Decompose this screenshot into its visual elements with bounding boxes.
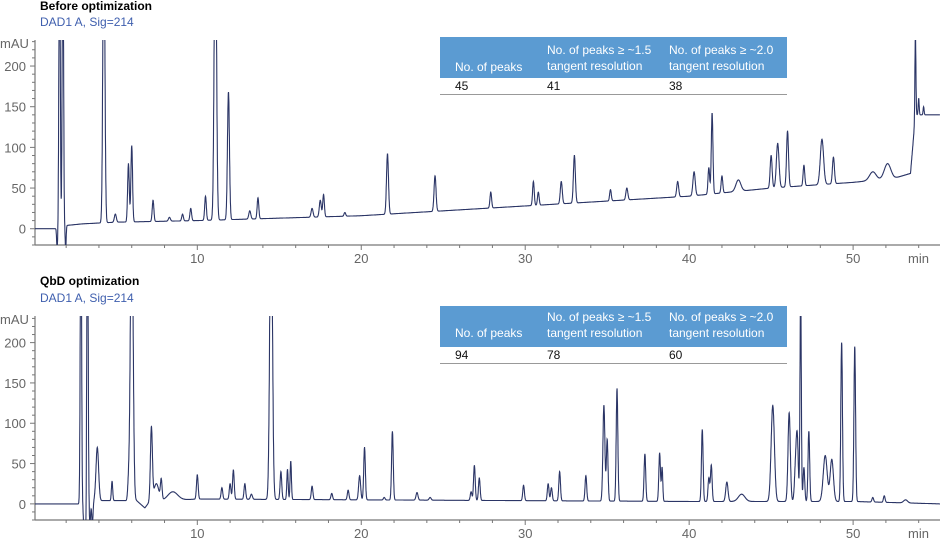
x-tick-label: 40 [682,251,696,266]
header-peaks: No. of peaks [455,326,523,340]
table-header: No. of peaks No. of peaks ≥ ~1.5 tangent… [440,306,787,347]
y-tick-label: 200 [4,59,26,74]
signal-trace [35,316,940,520]
x-tick-label: 20 [354,251,368,266]
peak-table-before: No. of peaks No. of peaks ≥ ~1.5 tangent… [440,37,787,95]
x-axis-label: min [908,251,929,266]
x-tick-label: 40 [682,526,696,540]
y-axis-label: mAU [0,312,29,327]
chart-title-before: Before optimization [40,0,153,13]
peak-marker [131,315,133,317]
table-header: No. of peaks No. of peaks ≥ ~1.5 tangent… [440,37,787,78]
y-tick-label: 150 [4,376,26,391]
y-tick-label: 50 [12,457,26,472]
value-res15: 78 [547,348,561,362]
header-res15-sub: tangent resolution [547,326,643,340]
header-peaks: No. of peaks [455,60,523,74]
signal-trace [35,40,940,245]
peak-marker [270,315,272,317]
header-res15: No. of peaks ≥ ~1.5 [547,43,652,57]
table-row: 94 78 60 [440,347,787,364]
header-res20: No. of peaks ≥ ~2.0 [669,310,774,324]
value-res15: 41 [547,79,561,93]
peak-table-qbd: No. of peaks No. of peaks ≥ ~1.5 tangent… [440,306,787,364]
y-axis-label: mAU [0,36,29,51]
value-peaks: 94 [455,348,469,362]
value-peaks: 45 [455,79,469,93]
y-tick-label: 0 [19,497,26,512]
x-tick-label: 30 [518,251,532,266]
header-res20-sub: tangent resolution [669,326,765,340]
header-res20: No. of peaks ≥ ~2.0 [669,43,774,57]
signal-label-before: DAD1 A, Sig=214 [40,15,134,29]
y-tick-label: 200 [4,336,26,351]
x-axis-label: min [908,526,929,540]
y-tick-label: 50 [12,181,26,196]
x-tick-label: 10 [190,251,204,266]
header-res20-sub: tangent resolution [669,59,765,73]
x-tick-label: 50 [846,251,860,266]
header-res15-sub: tangent resolution [547,59,643,73]
value-res20: 60 [669,348,683,362]
y-tick-label: 100 [4,140,26,155]
y-tick-label: 100 [4,416,26,431]
x-tick-label: 50 [846,526,860,540]
value-res20: 38 [669,79,683,93]
header-res15: No. of peaks ≥ ~1.5 [547,310,652,324]
x-tick-label: 30 [518,526,532,540]
signal-label-qbd: DAD1 A, Sig=214 [40,291,134,305]
x-tick-label: 20 [354,526,368,540]
x-tick-label: 10 [190,526,204,540]
chromatogram-before: 0 50 100 150 200 mAU 10 20 30 40 50 min [0,36,940,266]
chart-title-qbd: QbD optimization [40,274,140,288]
table-row: 45 41 38 [440,78,787,95]
y-tick-label: 150 [4,100,26,115]
y-tick-label: 0 [19,222,26,237]
